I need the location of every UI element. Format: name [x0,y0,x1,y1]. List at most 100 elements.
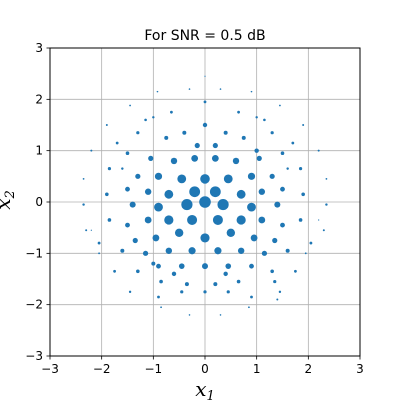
data-point [325,178,328,180]
y-axis-label: x2 [0,190,18,210]
data-point [188,88,191,90]
data-point [304,252,307,255]
data-point [280,151,285,156]
data-point [200,233,210,243]
data-point [226,228,236,237]
data-point [105,192,109,197]
data-point [280,186,285,192]
data-point [125,186,130,192]
data-point [97,241,101,245]
data-point [276,298,279,301]
data-point [279,104,281,107]
data-point [223,130,228,135]
data-point [212,214,223,225]
data-point [121,167,124,170]
data-point [209,186,221,198]
data-point [151,261,156,266]
data-point [189,186,201,198]
data-point [136,131,140,135]
data-point [159,279,163,284]
data-point [187,214,198,225]
data-point [272,237,278,244]
data-points [82,75,328,316]
y-tick-label: 3 [35,41,43,55]
y-tick-label: 0 [35,195,43,209]
data-point [188,314,191,316]
y-tick-label: −3 [25,349,43,363]
data-point [82,178,85,180]
data-point [184,282,189,287]
data-point [219,314,222,316]
data-point [178,263,185,269]
data-point [136,269,140,274]
data-point [226,290,230,294]
data-point [274,201,281,208]
x-tick-label: −1 [144,362,162,376]
data-point [237,110,240,114]
data-point [113,269,116,273]
data-point [322,229,325,232]
data-point [318,219,320,221]
data-point [82,203,85,206]
data-point [204,75,206,77]
data-point [249,263,254,269]
data-point [278,290,282,294]
data-point [165,247,173,254]
data-point [214,247,222,255]
data-point [223,271,228,277]
data-point [317,149,320,152]
data-point [263,118,266,122]
data-point [177,174,187,184]
x-axis-label-subscript: 1 [207,389,215,400]
data-point [203,100,207,104]
data-point [164,189,174,199]
data-point [291,141,295,145]
data-point [170,110,173,114]
data-point [129,104,131,107]
data-point [254,148,259,153]
data-point [258,216,266,224]
data-point [90,149,93,152]
data-point [309,241,313,245]
data-point [255,116,258,119]
data-point [236,215,246,225]
data-point [107,167,112,171]
data-point [191,154,199,162]
data-point [154,202,163,212]
data-point [170,157,178,165]
data-point [156,90,159,93]
data-point [223,174,233,184]
data-point [202,263,208,270]
data-point [273,279,277,284]
data-point [247,172,256,180]
data-point [171,271,177,277]
y-tick-label: 1 [35,144,43,158]
data-point [90,229,92,231]
data-point [156,263,161,269]
data-point [261,250,268,256]
data-point [157,295,160,299]
data-point [325,203,328,206]
data-point [164,135,169,140]
data-point [294,269,297,273]
data-point [203,290,207,294]
y-tick-label: −2 [25,298,43,312]
x-tick-label: 1 [253,362,261,376]
chart-title: For SNR = 0.5 dB [144,28,265,44]
data-point [135,173,141,179]
data-point [152,116,155,119]
data-point [194,142,200,149]
y-axis-label-main: x [0,199,15,210]
data-point [142,250,149,256]
data-point [286,167,289,170]
data-point [160,306,162,309]
data-point [285,248,290,253]
data-point [125,222,130,228]
y-axis-label-subscript: 2 [3,190,18,199]
data-point [98,252,100,255]
data-point [280,222,285,228]
data-point [269,173,275,179]
x-tick-label: 0 [201,362,209,376]
data-point [132,237,138,244]
